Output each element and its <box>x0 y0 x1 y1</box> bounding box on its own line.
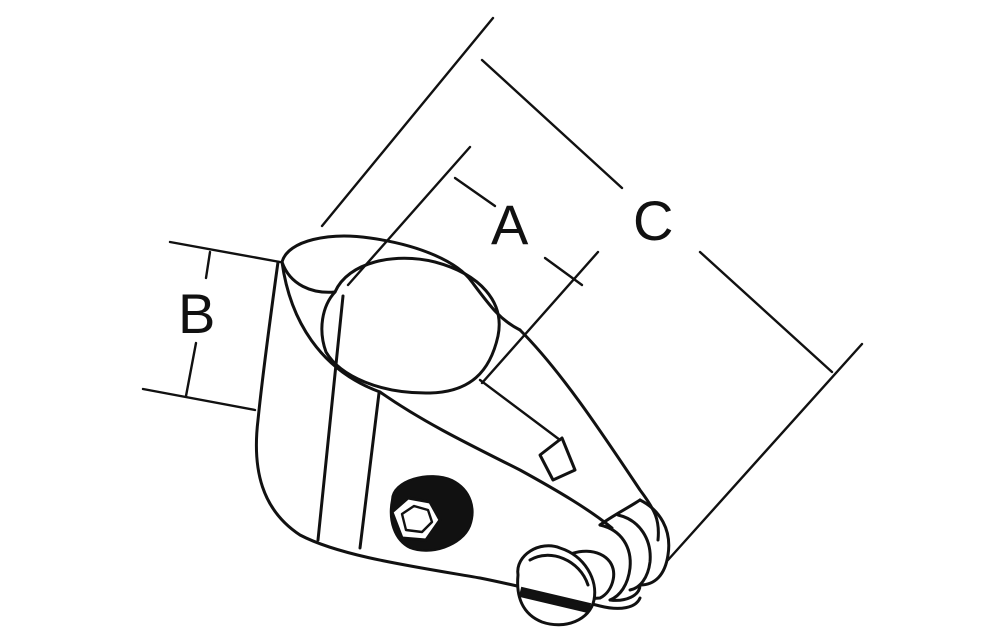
clamp-slot-marker <box>538 436 577 482</box>
dimension-a-line-lower <box>543 256 584 287</box>
set-screw-hex-inner <box>400 504 434 534</box>
clamp-ear-flange-inner <box>598 523 632 602</box>
dimension-c-extension-right <box>666 342 864 562</box>
dimension-c-label: C <box>633 189 673 252</box>
dimension-a-line-upper <box>453 176 497 208</box>
dimension-c-line-upper <box>480 58 624 190</box>
set-screw <box>389 475 474 552</box>
slotted-screw-head-rim <box>528 553 590 587</box>
dimension-b-extension-top <box>168 240 282 264</box>
dimension-a-extension-left <box>346 145 472 287</box>
clamp-ear-flange-outer <box>638 498 671 587</box>
dimension-b-label: B <box>178 282 215 345</box>
dimension-c-extension-left <box>320 16 495 228</box>
slotted-screw <box>516 544 616 627</box>
dimension-b: B <box>141 240 282 412</box>
clamp-bore <box>320 256 501 395</box>
dimension-c-line-lower <box>698 250 834 374</box>
clamp-ear-bottom <box>608 583 642 602</box>
clamp-outer-silhouette <box>254 260 642 610</box>
dimension-a: A <box>346 145 600 385</box>
clamp-rim-lip <box>280 260 337 294</box>
clamp-ear-edge <box>598 498 642 527</box>
clamp-top-rim <box>280 234 522 332</box>
clamp-seam-left <box>316 294 345 542</box>
clamp-body <box>254 234 671 610</box>
clamp-slot-line <box>378 390 614 530</box>
set-screw-hex-icon <box>390 496 442 542</box>
clamp-seam-right <box>358 391 381 550</box>
dimension-b-line-lower <box>184 341 198 398</box>
dimension-c: C <box>320 16 864 562</box>
dimension-a-extension-right <box>480 250 600 385</box>
dimension-b-line-upper <box>204 250 212 280</box>
dimension-b-extension-bottom <box>141 387 257 412</box>
clamp-upper-flank <box>280 260 382 394</box>
clamp-slot-inner <box>478 378 562 442</box>
slotted-screw-slot-icon <box>518 586 592 614</box>
clamp-ear-flange-middle <box>616 513 652 592</box>
dimension-a-label: A <box>491 193 529 256</box>
clamp-ear-upper <box>518 328 660 542</box>
